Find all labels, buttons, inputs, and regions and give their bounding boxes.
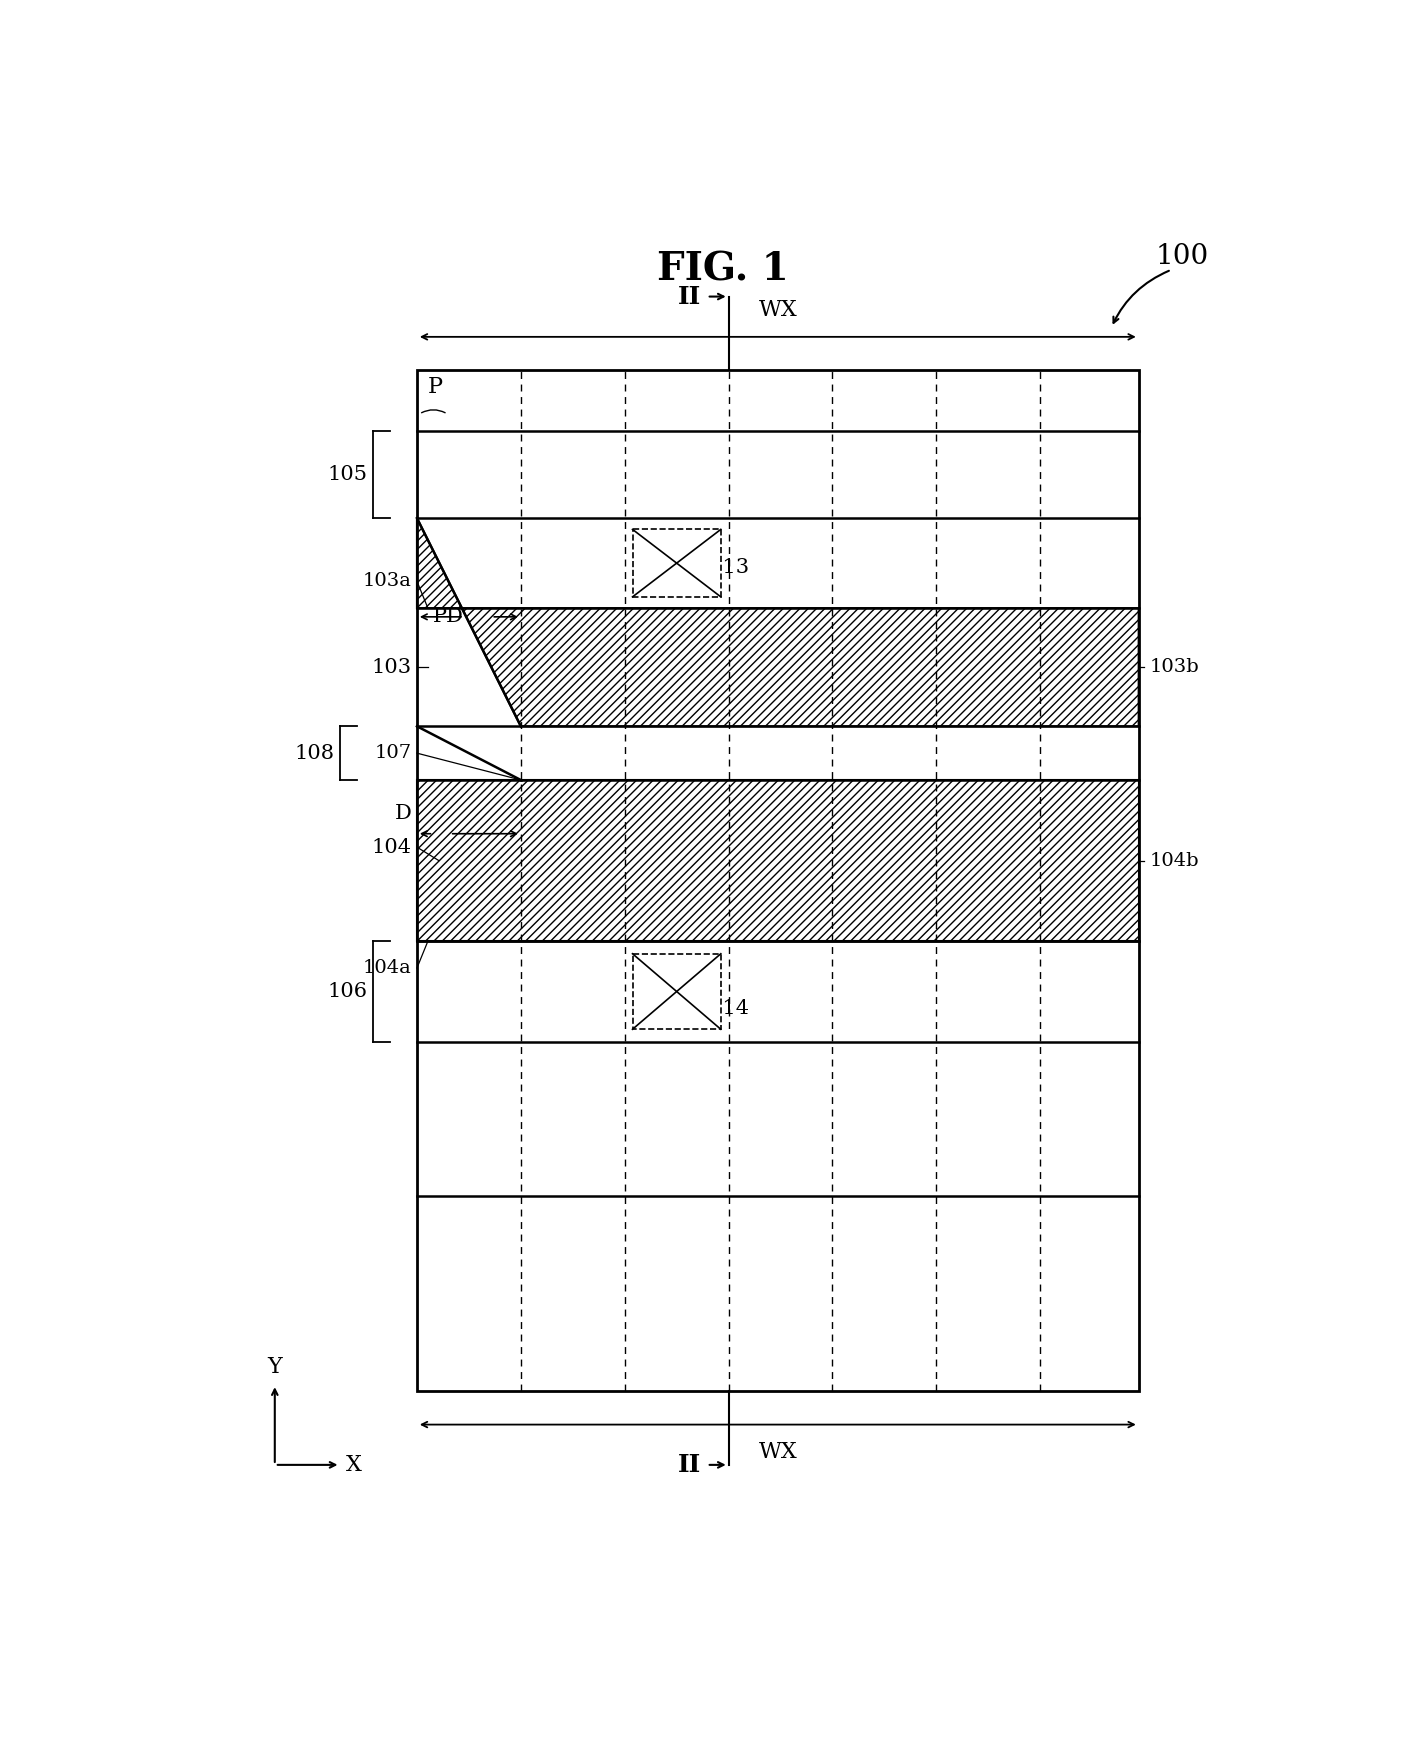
Text: X: X — [346, 1454, 361, 1475]
Text: D: D — [395, 804, 412, 823]
Text: WX: WX — [759, 1441, 797, 1463]
Text: 106: 106 — [327, 982, 368, 1001]
Text: 108: 108 — [295, 743, 334, 762]
Text: WX: WX — [759, 298, 797, 321]
Text: 114: 114 — [710, 999, 749, 1018]
Text: 103a: 103a — [363, 572, 412, 589]
Text: 113: 113 — [710, 558, 749, 577]
Text: II: II — [679, 284, 701, 309]
Text: Y: Y — [268, 1355, 282, 1378]
Bar — [632, 954, 721, 1029]
Text: 103b: 103b — [1150, 657, 1199, 677]
Text: 104b: 104b — [1150, 851, 1199, 870]
Text: P: P — [428, 377, 443, 398]
Text: II: II — [679, 1453, 701, 1477]
Text: 103: 103 — [371, 657, 412, 677]
Bar — [418, 370, 1139, 1392]
Text: 100: 100 — [1156, 242, 1209, 270]
Text: 107: 107 — [374, 745, 412, 762]
Text: 104a: 104a — [363, 959, 412, 977]
Text: 104: 104 — [371, 837, 412, 856]
Text: FIG. 1: FIG. 1 — [658, 251, 789, 290]
Bar — [632, 530, 721, 596]
Text: 105: 105 — [327, 466, 368, 485]
Text: PD: PD — [433, 607, 464, 626]
